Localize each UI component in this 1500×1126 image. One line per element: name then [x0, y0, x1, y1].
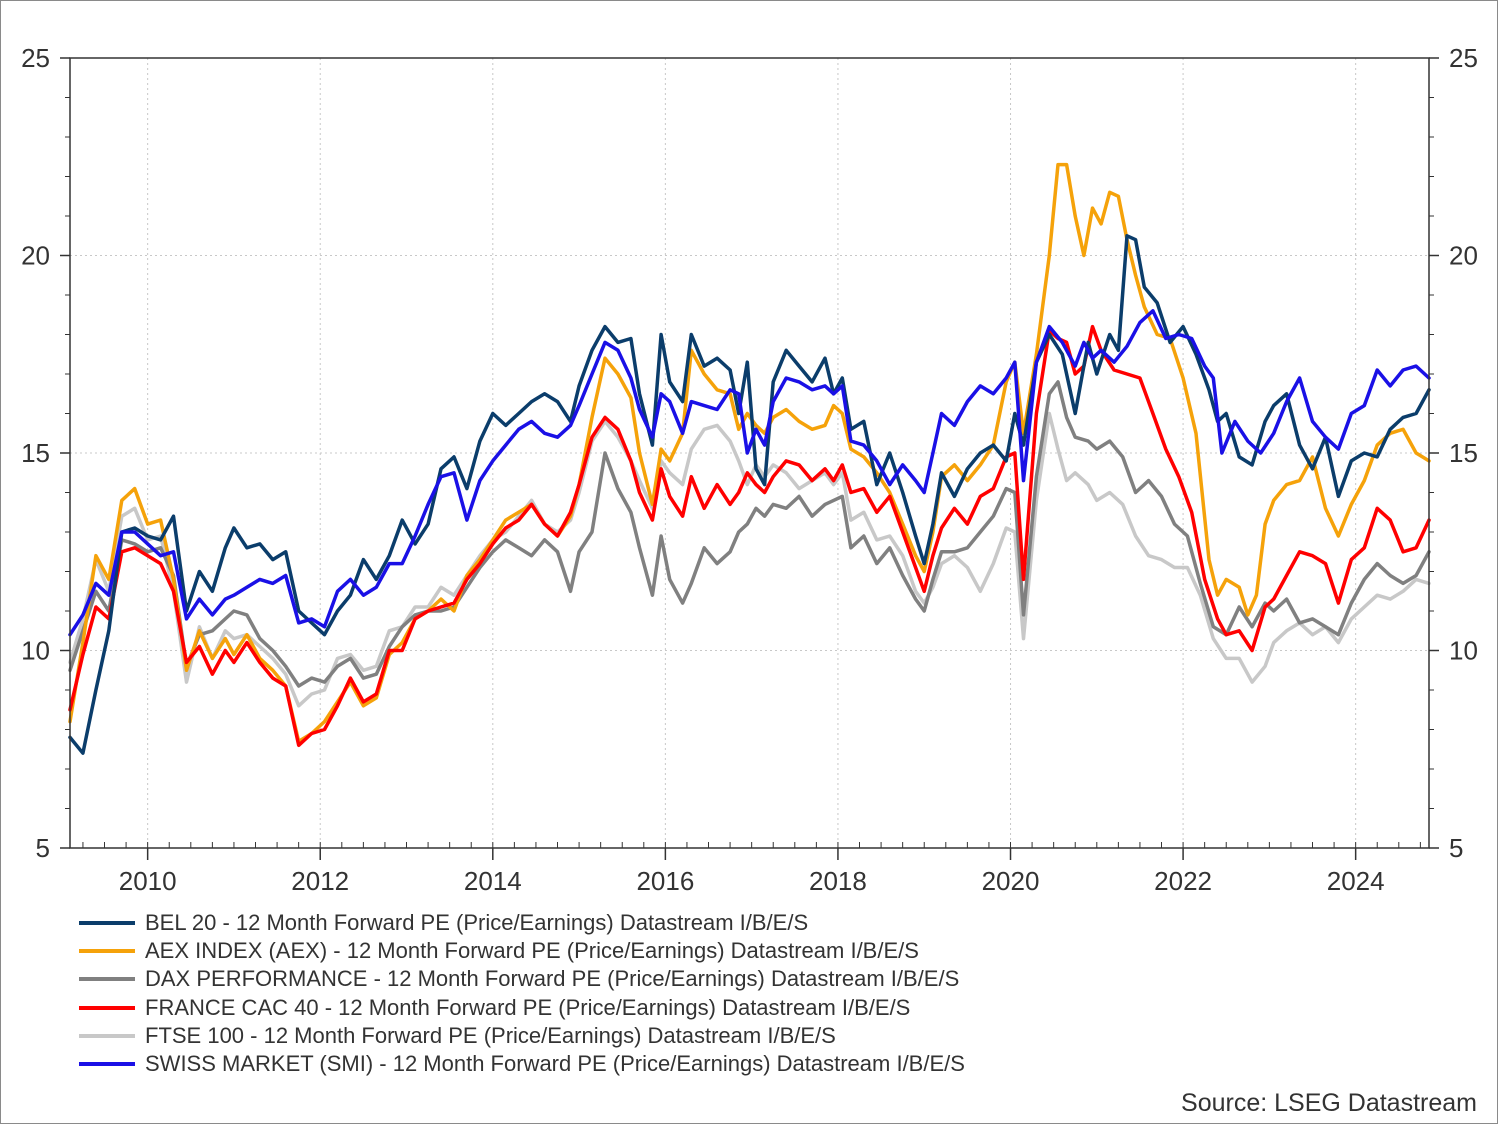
y-tick-label-left: 10 — [21, 636, 50, 666]
legend-label: FTSE 100 - 12 Month Forward PE (Price/Ea… — [145, 1022, 836, 1048]
legend: BEL 20 - 12 Month Forward PE (Price/Earn… — [79, 909, 965, 1078]
legend-item: DAX PERFORMANCE - 12 Month Forward PE (P… — [79, 965, 965, 993]
series-line — [68, 380, 1431, 688]
legend-swatch — [79, 1033, 135, 1038]
y-axis-right-labels: 5 10 15 20 25 — [1449, 43, 1478, 863]
y-tick-label-right: 5 — [1449, 833, 1463, 863]
legend-swatch — [79, 977, 135, 982]
grid — [70, 57, 1429, 849]
axis-ticks — [60, 57, 1439, 860]
legend-label: FRANCE CAC 40 - 12 Month Forward PE (Pri… — [145, 994, 911, 1020]
x-tick-label: 2010 — [119, 866, 177, 896]
x-tick-label: 2022 — [1154, 866, 1212, 896]
y-tick-label-right: 20 — [1449, 241, 1478, 271]
legend-swatch — [79, 921, 135, 926]
series-line — [68, 324, 1431, 748]
x-tick-label: 2012 — [291, 866, 349, 896]
legend-label: DAX PERFORMANCE - 12 Month Forward PE (P… — [145, 966, 960, 992]
legend-item: FTSE 100 - 12 Month Forward PE (Price/Ea… — [79, 1022, 965, 1050]
y-tick-label-right: 25 — [1449, 43, 1478, 73]
x-tick-label: 2014 — [464, 866, 522, 896]
y-tick-label-right: 15 — [1449, 438, 1478, 468]
y-tick-label-left: 15 — [21, 438, 50, 468]
y-tick-label-right: 10 — [1449, 636, 1478, 666]
y-tick-label-left: 5 — [36, 833, 50, 863]
y-axis-left-labels: 5 10 15 20 25 — [21, 43, 50, 863]
legend-item: SWISS MARKET (SMI) - 12 Month Forward PE… — [79, 1050, 965, 1078]
legend-label: SWISS MARKET (SMI) - 12 Month Forward PE… — [145, 1051, 965, 1077]
series-line — [68, 162, 1431, 744]
x-axis-labels: 2010 2012 2014 2016 2018 2020 2022 2024 — [119, 866, 1385, 896]
legend-label: BEL 20 - 12 Month Forward PE (Price/Earn… — [145, 910, 809, 936]
legend-item: AEX INDEX (AEX) - 12 Month Forward PE (P… — [79, 937, 965, 965]
legend-swatch — [79, 949, 135, 954]
series-group — [68, 162, 1431, 755]
x-tick-label: 2024 — [1327, 866, 1385, 896]
series-line — [68, 234, 1431, 755]
legend-item: BEL 20 - 12 Month Forward PE (Price/Earn… — [79, 909, 965, 937]
series-line — [68, 309, 1431, 637]
legend-swatch — [79, 1062, 135, 1067]
y-tick-label-left: 20 — [21, 241, 50, 271]
y-tick-label-left: 25 — [21, 43, 50, 73]
legend-item: FRANCE CAC 40 - 12 Month Forward PE (Pri… — [79, 994, 965, 1022]
legend-swatch — [79, 1005, 135, 1010]
x-tick-label: 2020 — [982, 866, 1040, 896]
source-note: Source: LSEG Datastream — [1181, 1089, 1477, 1117]
legend-label: AEX INDEX (AEX) - 12 Month Forward PE (P… — [145, 938, 919, 964]
x-tick-label: 2018 — [809, 866, 867, 896]
x-tick-label: 2016 — [636, 866, 694, 896]
series-line — [68, 411, 1431, 708]
